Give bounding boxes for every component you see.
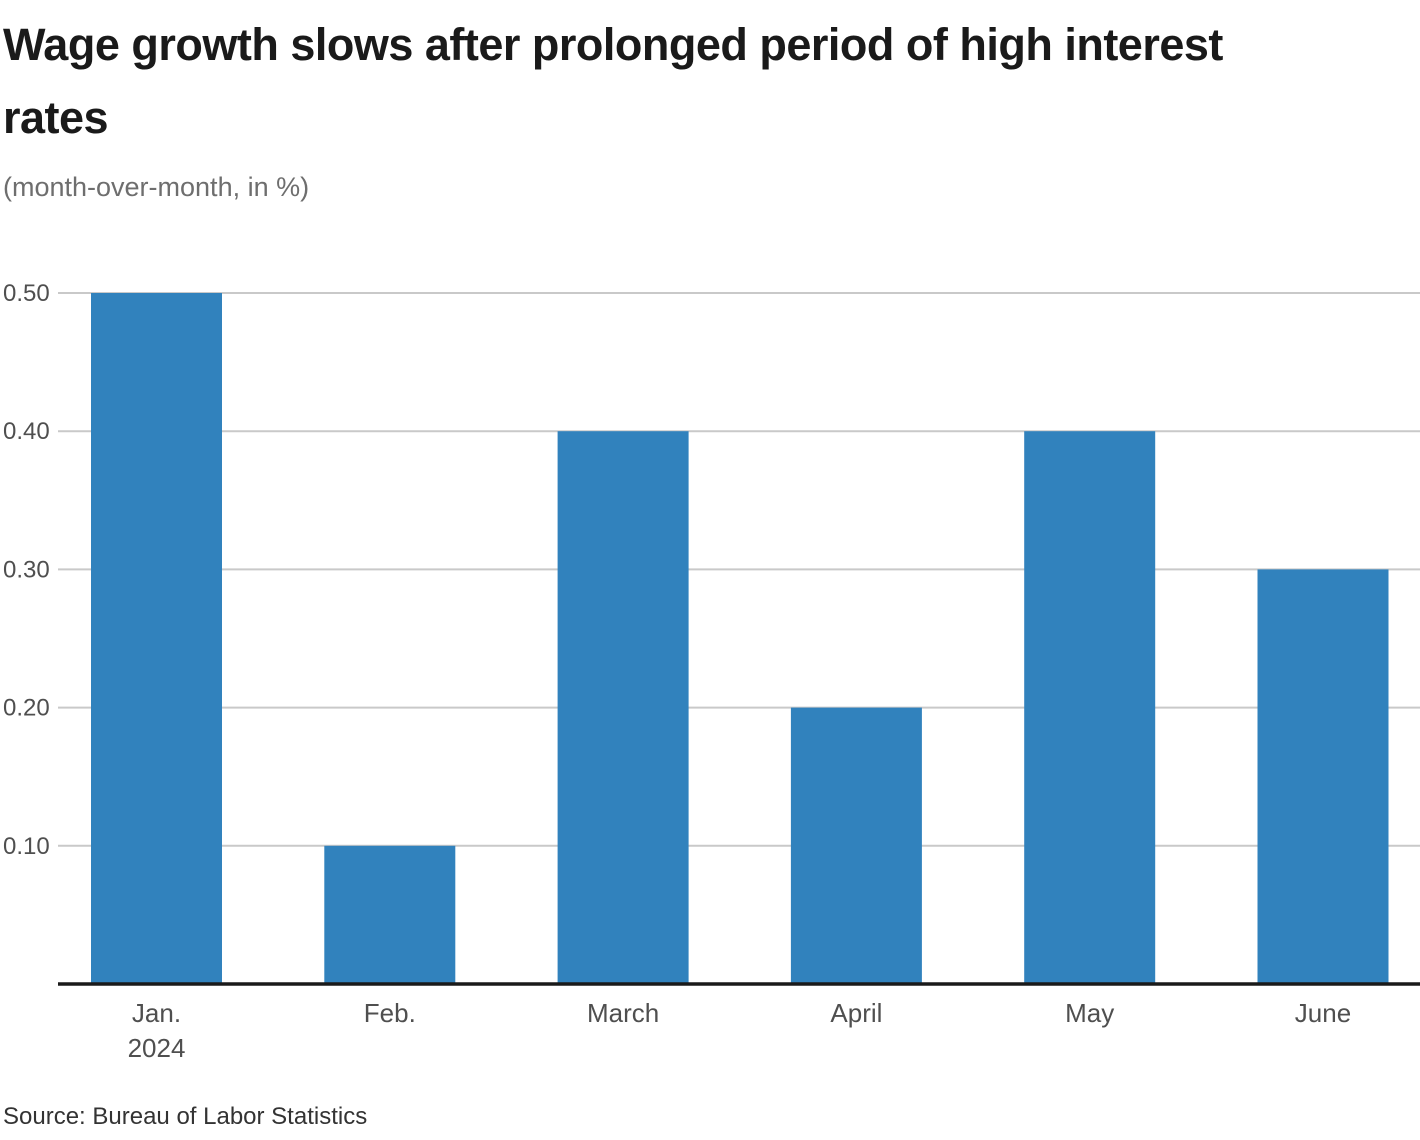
chart-subtitle: (month-over-month, in %) bbox=[3, 172, 310, 202]
page-title-line-2: rates bbox=[3, 92, 109, 143]
x-tick-label: Jan. bbox=[132, 998, 181, 1028]
page-title-line-1: Wage growth slows after prolonged period… bbox=[3, 19, 1223, 70]
bar-may bbox=[1024, 431, 1156, 984]
page-title: Wage growth slows after prolonged period… bbox=[3, 8, 1223, 154]
bar-chart: 0.10 0.20 0.30 0.40 0.50 Jan. 2024 Feb. March Apr… bbox=[3, 280, 1420, 1063]
y-tick-label: 0.20 bbox=[3, 695, 50, 722]
bar-jan bbox=[91, 293, 222, 984]
y-tick-label: 0.30 bbox=[3, 556, 50, 583]
x-tick-label: Feb. bbox=[364, 998, 416, 1028]
y-tick-label: 0.40 bbox=[3, 418, 50, 445]
x-tick-label: June bbox=[1295, 998, 1351, 1028]
bar-april bbox=[790, 707, 922, 984]
x-tick-label: April bbox=[830, 998, 882, 1028]
y-tick-label: 0.50 bbox=[3, 280, 50, 307]
bar-march bbox=[557, 431, 689, 984]
bar-june bbox=[1257, 569, 1389, 984]
y-tick-label: 0.10 bbox=[3, 833, 50, 860]
x-tick-label: March bbox=[587, 998, 659, 1028]
bar-feb bbox=[324, 845, 456, 984]
x-tick-sublabel: 2024 bbox=[128, 1033, 186, 1063]
source-note: Source: Bureau of Labor Statistics bbox=[3, 1103, 368, 1130]
x-tick-label: May bbox=[1065, 998, 1114, 1028]
